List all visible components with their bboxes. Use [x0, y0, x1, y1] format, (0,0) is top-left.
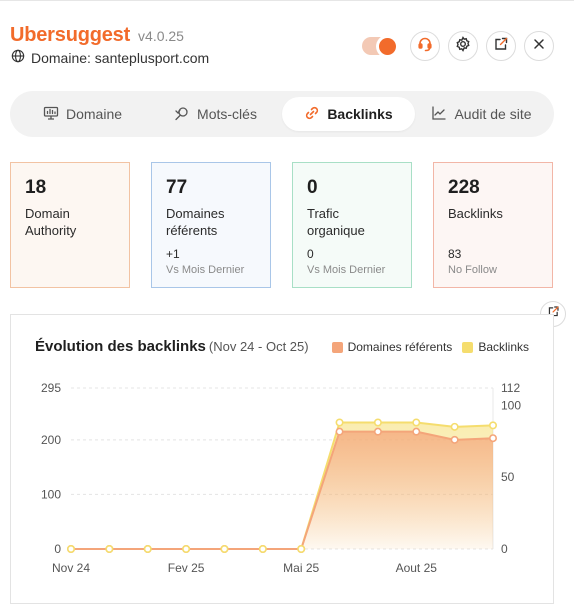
legend-label: Backlinks — [478, 340, 529, 354]
toggle-knob — [379, 37, 396, 55]
y-tick-right: 0 — [501, 542, 508, 556]
header-actions — [362, 31, 554, 61]
tab-bar: Domaine Mots-clés Backlinks Audit de sit… — [10, 91, 554, 137]
chart-date-range: (Nov 24 - Oct 25) — [208, 339, 309, 354]
card-sub-value: 83 — [448, 247, 462, 261]
point-backlinks — [105, 545, 114, 554]
brand-name: Ubersuggest — [10, 24, 131, 46]
card-sub-value: +1 — [166, 247, 180, 261]
x-tick-label: Aout 25 — [396, 561, 438, 575]
link-icon — [304, 105, 320, 124]
keyword-search-icon — [174, 105, 190, 124]
brand: Ubersuggest v4.0.25 — [10, 24, 184, 47]
y-tick-left: 295 — [41, 381, 61, 395]
y-tick-left: 100 — [41, 487, 61, 501]
close-icon — [531, 36, 547, 57]
point-referring-domains — [412, 427, 421, 436]
point-backlinks — [143, 545, 152, 554]
point-backlinks — [182, 545, 191, 554]
point-backlinks — [258, 545, 267, 554]
card-label: Trafic organique — [307, 206, 365, 238]
tab-label: Domaine — [65, 106, 123, 122]
card-referring-domains: 77 Domaines référents +1 Vs Mois Dernier — [151, 162, 271, 288]
close-button[interactable] — [524, 31, 554, 61]
headset-icon — [417, 36, 433, 57]
x-tick-label: Nov 24 — [52, 561, 90, 575]
support-button[interactable] — [410, 31, 440, 61]
point-referring-domains — [373, 427, 382, 436]
metric-cards: 18 Domain Authority 77 Domaines référent… — [10, 162, 553, 288]
tab-domaine[interactable]: Domaine — [16, 97, 149, 131]
point-referring-domains — [335, 427, 344, 436]
card-value: 18 — [25, 177, 47, 198]
y-tick-right: 100 — [501, 398, 521, 412]
settings-button[interactable] — [448, 31, 478, 61]
open-external-button[interactable] — [486, 31, 516, 61]
gear-icon — [455, 35, 471, 57]
card-backlinks: 228 Backlinks 83 No Follow — [433, 162, 553, 288]
point-backlinks — [488, 421, 497, 430]
chart-title: Évolution des backlinks (Nov 24 - Oct 25) — [35, 338, 309, 355]
card-label: Domain Authority — [25, 206, 77, 238]
line-chart-icon — [431, 105, 447, 124]
y-tick-left: 0 — [54, 542, 61, 556]
external-link-icon — [493, 36, 509, 57]
backlinks-chart: 0 100 200 295 0 50 100 112 Nov 24 Fev 25 Mai 25 Aou… — [41, 381, 521, 575]
card-domain-authority: 18 Domain Authority — [10, 162, 130, 288]
y-tick-left: 200 — [41, 433, 61, 447]
card-label: Backlinks — [448, 206, 503, 221]
tab-backlinks[interactable]: Backlinks — [282, 97, 415, 131]
chart-legend: Domaines référents Backlinks — [331, 340, 529, 354]
card-sub-label: Vs Mois Dernier — [166, 264, 245, 276]
card-value: 228 — [448, 177, 480, 198]
extension-toggle[interactable] — [362, 37, 396, 55]
card-organic-traffic: 0 Trafic organique 0 Vs Mois Dernier — [292, 162, 412, 288]
x-tick-label: Fev 25 — [168, 561, 205, 575]
legend-item-referring-domains[interactable]: Domaines référents — [331, 340, 453, 354]
tab-audit-de-site[interactable]: Audit de site — [415, 97, 548, 131]
globe-icon — [11, 49, 25, 66]
y-tick-right: 50 — [501, 470, 515, 484]
brand-version: v4.0.25 — [138, 28, 184, 44]
point-referring-domains — [450, 435, 459, 444]
point-backlinks — [297, 545, 306, 554]
legend-label: Domaines référents — [347, 340, 453, 354]
point-backlinks — [335, 418, 344, 427]
point-backlinks — [373, 418, 382, 427]
x-tick-label: Mai 25 — [283, 561, 319, 575]
card-value: 77 — [166, 177, 188, 198]
chart-title-text: Évolution des backlinks — [35, 338, 206, 355]
area-referring-domains — [71, 431, 493, 549]
card-label: Domaines référents — [166, 206, 225, 238]
card-value: 0 — [307, 177, 318, 198]
tab-label: Backlinks — [327, 106, 393, 122]
tab-label: Mots-clés — [197, 106, 257, 122]
point-referring-domains — [488, 434, 497, 443]
y-tick-right: 112 — [501, 381, 520, 395]
legend-item-backlinks[interactable]: Backlinks — [462, 340, 529, 354]
card-sub-value: 0 — [307, 247, 314, 261]
tab-mots-cles[interactable]: Mots-clés — [149, 97, 282, 131]
tab-label: Audit de site — [454, 106, 532, 122]
point-backlinks — [450, 422, 459, 431]
card-sub-label: Vs Mois Dernier — [307, 264, 386, 276]
point-backlinks — [412, 418, 421, 427]
monitor-icon — [43, 105, 59, 124]
point-backlinks — [66, 545, 75, 554]
card-sub-label: No Follow — [448, 264, 497, 276]
legend-swatch — [462, 341, 474, 353]
legend-swatch — [331, 341, 343, 353]
domain-line: Domaine: santeplusport.com — [11, 49, 209, 66]
line-referring-domains — [71, 430, 494, 550]
backlinks-chart-card: Évolution des backlinks (Nov 24 - Oct 25)… — [10, 314, 554, 604]
point-backlinks — [220, 545, 229, 554]
domain-label: Domaine: santeplusport.com — [31, 49, 210, 66]
